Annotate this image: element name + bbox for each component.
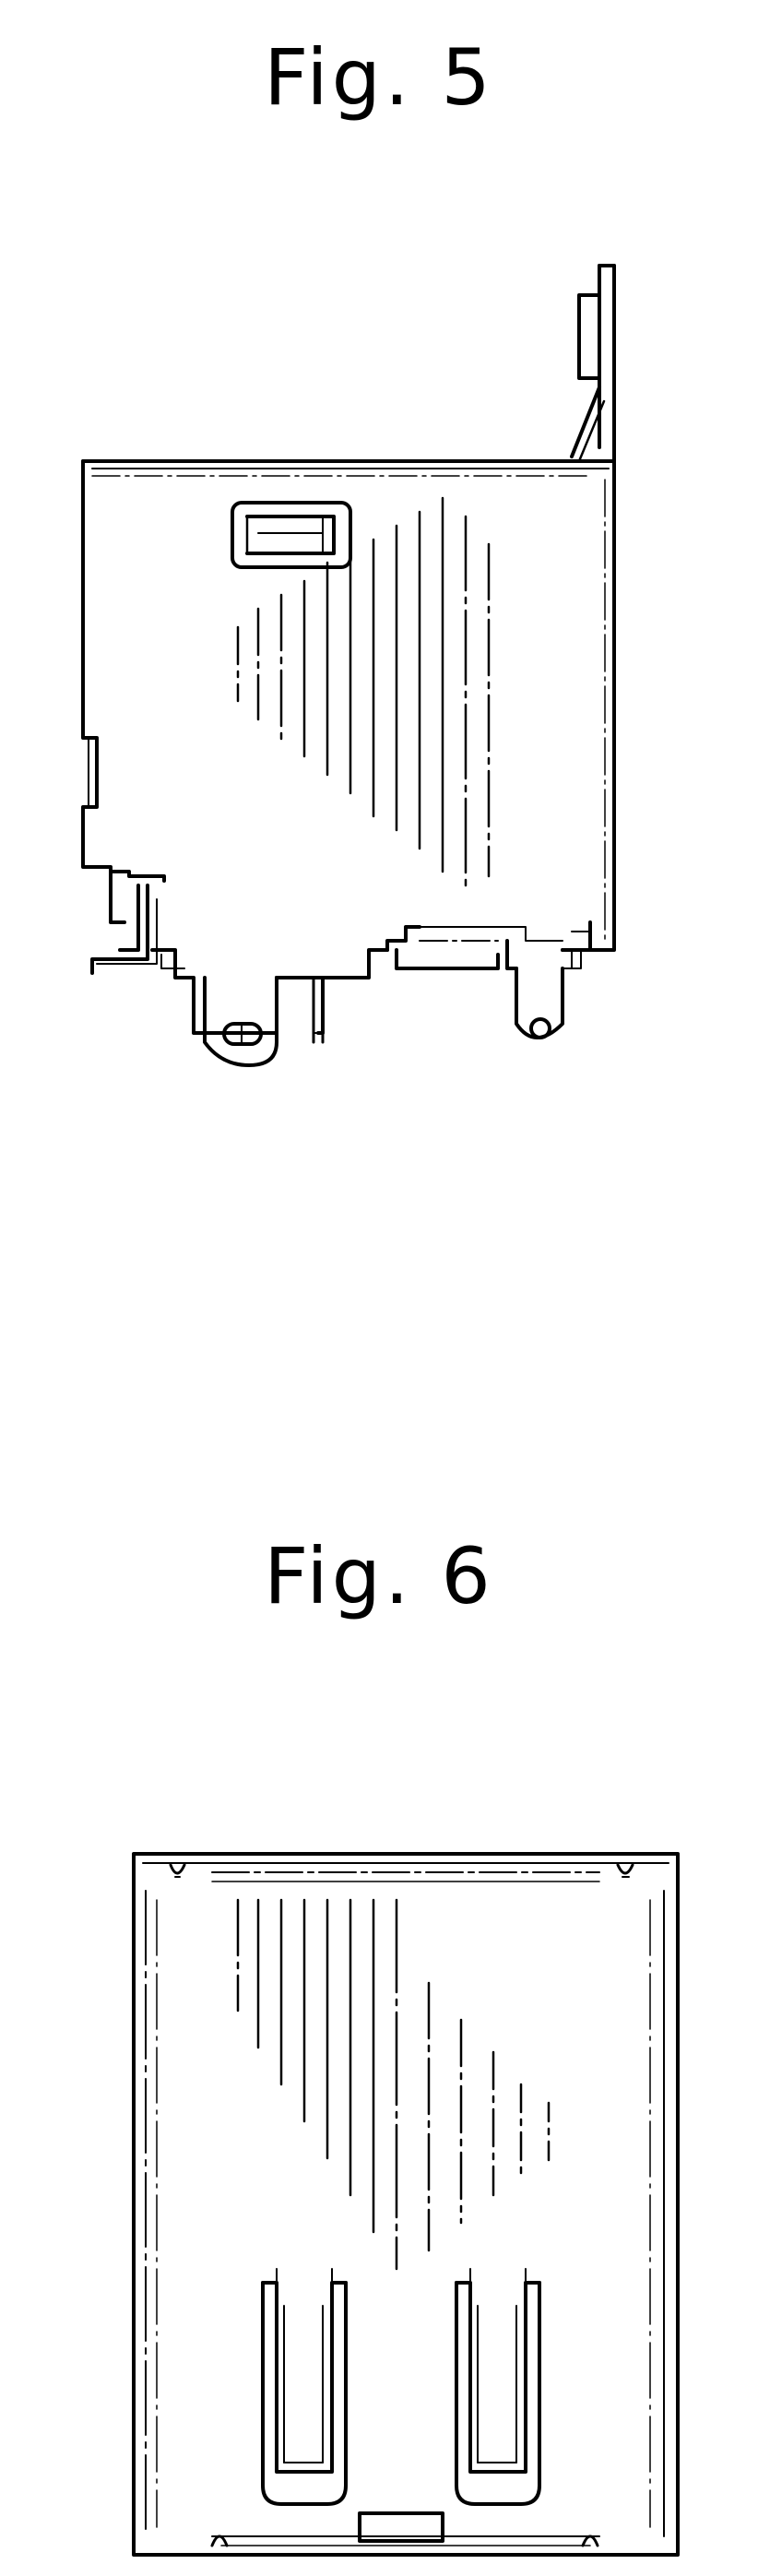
fig-5-shading-lines (238, 498, 489, 885)
fig-5-bottom-edge (92, 872, 614, 1038)
fig-6-title: Fig. 6 (0, 1531, 758, 1621)
fig-6-housing-outline (134, 1854, 678, 2555)
fig-6-shading-lines (238, 1900, 549, 2269)
fig-5-solder-tab-slot (205, 978, 277, 1065)
fig-5-solder-tab-hole (531, 1019, 550, 1038)
fig-5-title: Fig. 5 (0, 32, 758, 123)
fig-6-svg (0, 1826, 758, 2573)
fig-6-corner-notches (171, 1865, 633, 2546)
fig-5-drawing (0, 240, 758, 1088)
fig-5-latch-window (232, 503, 350, 567)
fig-5-vertical-tab (572, 266, 614, 461)
fig-6-latch-window-right (456, 2269, 539, 2504)
fig-6-latch-window-left (263, 2269, 346, 2504)
fig-6-drawing (0, 1826, 758, 2573)
fig-5-svg (0, 240, 758, 1088)
